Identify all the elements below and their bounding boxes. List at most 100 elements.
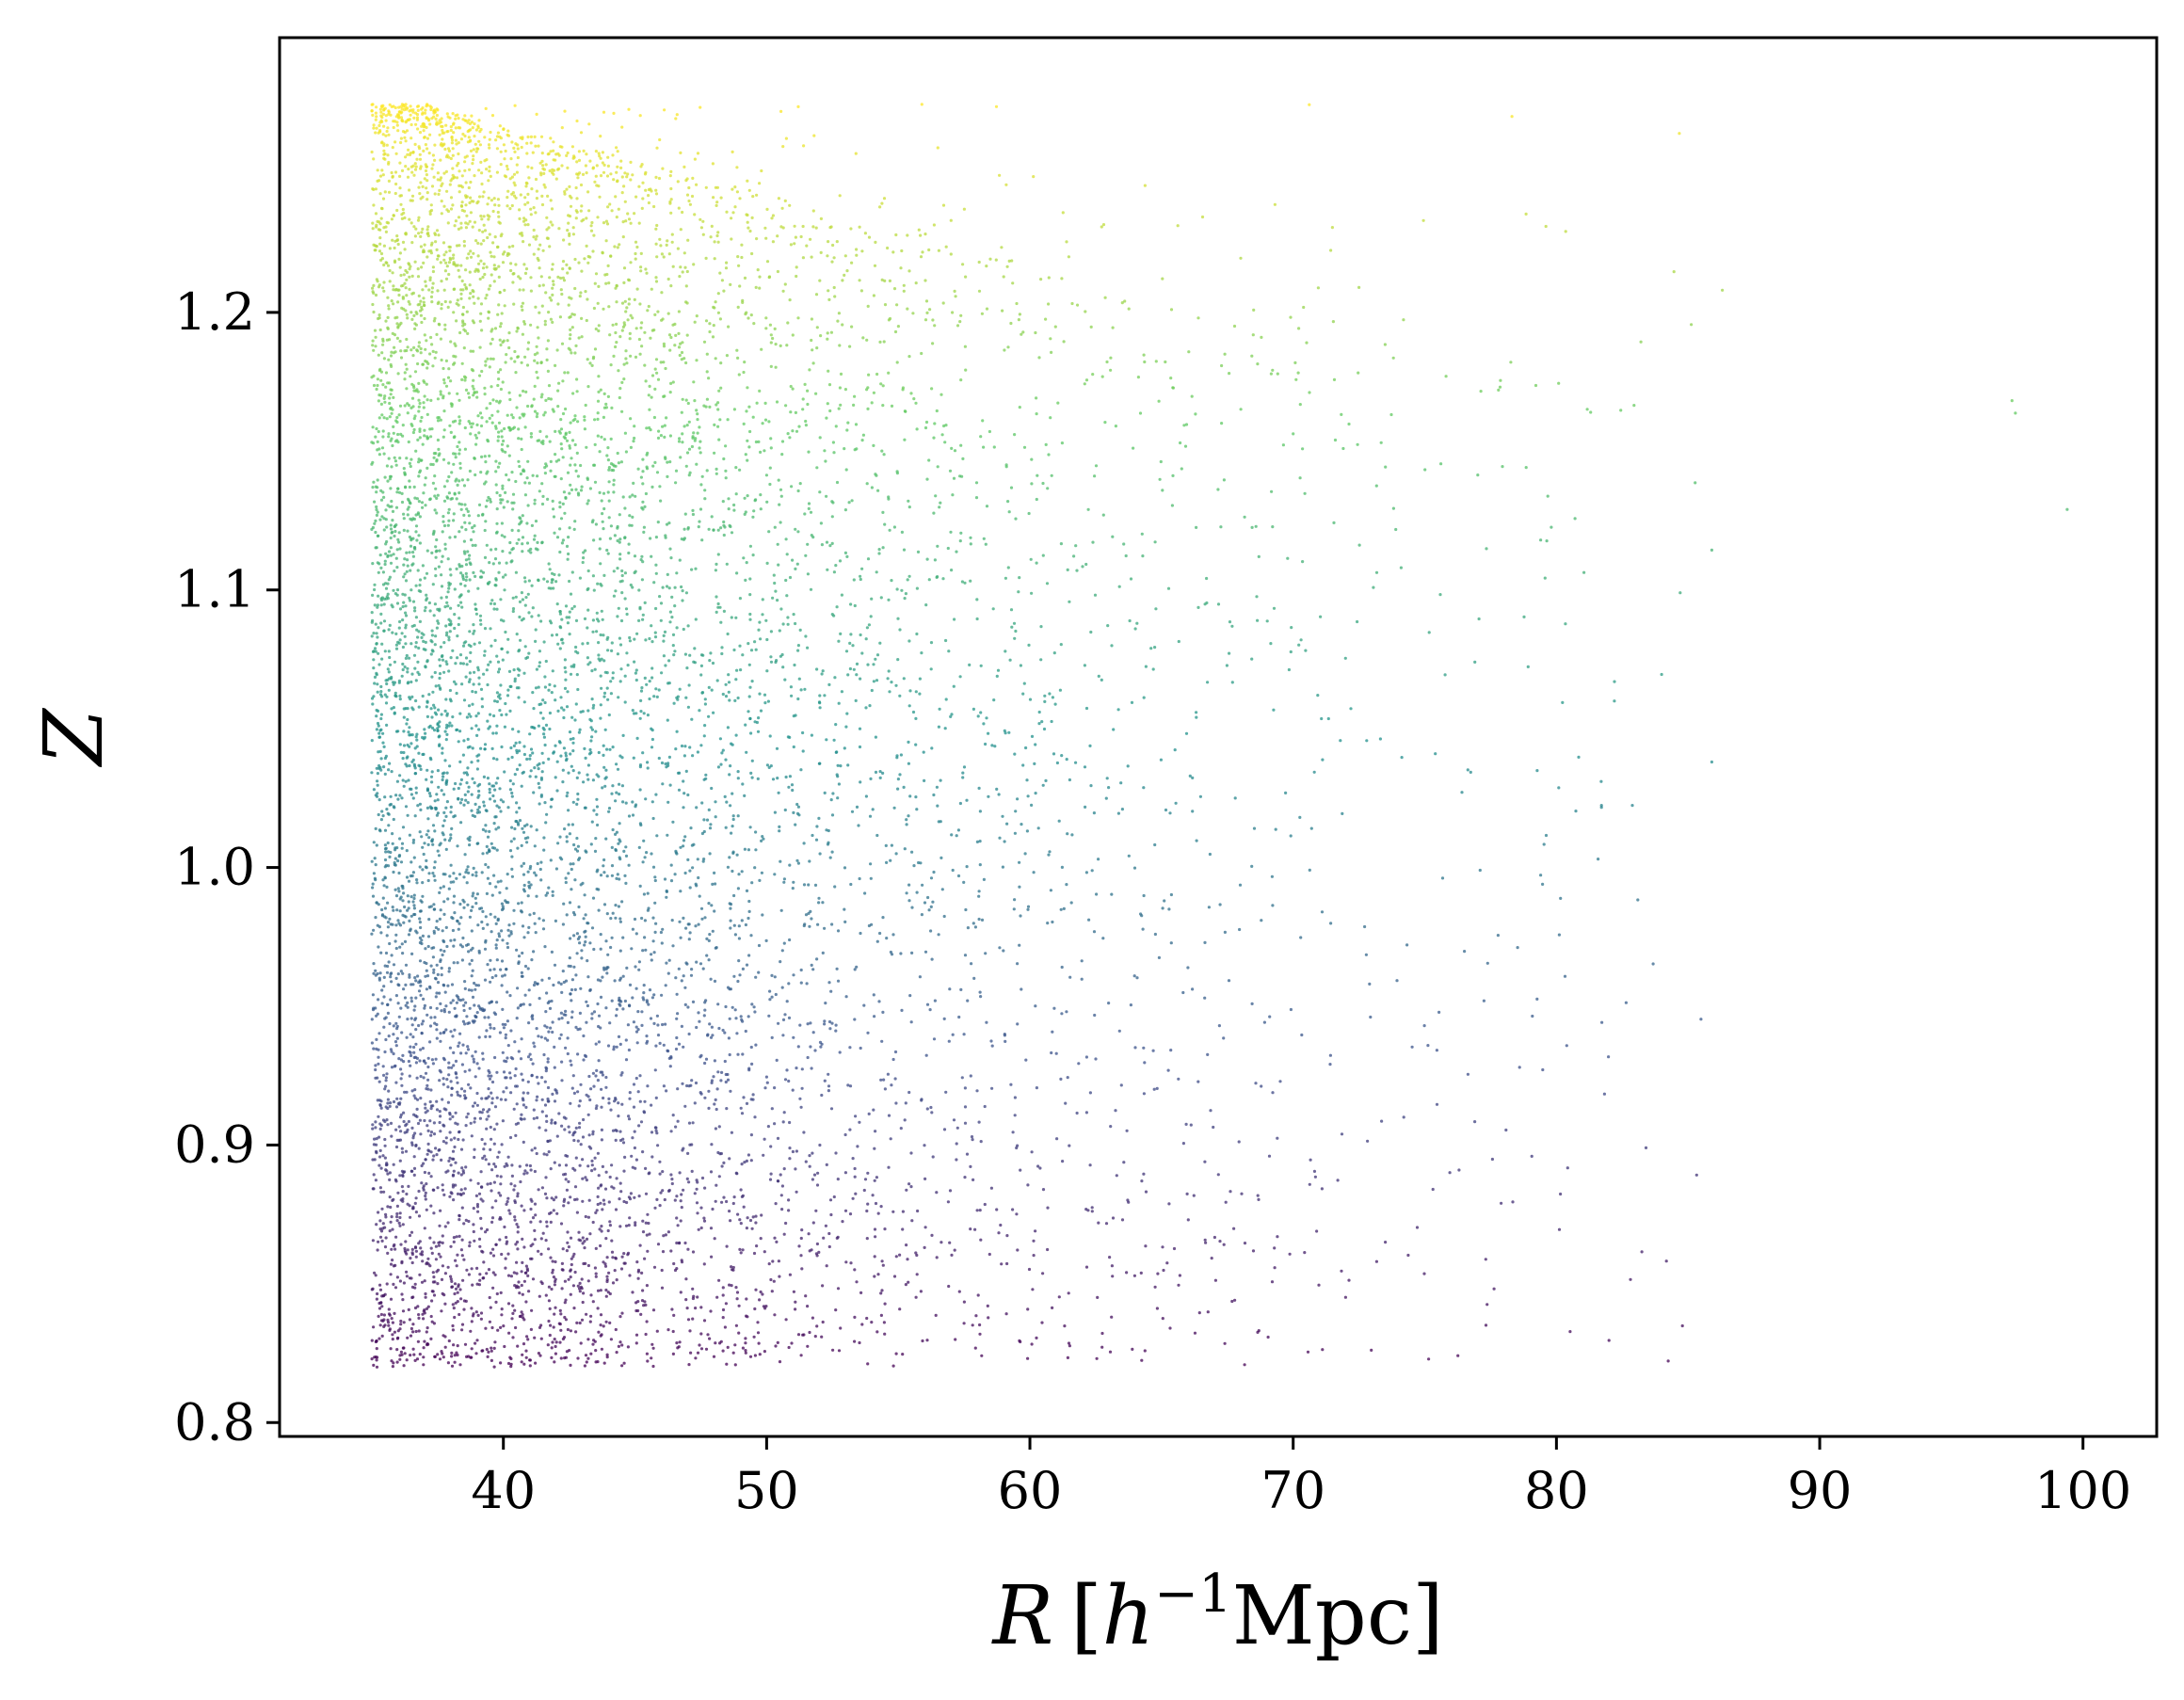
scatter-point [406,894,410,898]
scatter-point [639,823,643,827]
scatter-point [455,876,458,880]
scatter-point [1155,1086,1159,1090]
scatter-point [373,329,377,332]
scatter-point [447,507,451,511]
scatter-point [892,525,897,529]
scatter-point [568,832,572,836]
scatter-point [614,832,618,837]
scatter-point [685,193,690,197]
scatter-point [546,194,550,198]
scatter-point [380,657,384,661]
scatter-point [421,894,425,898]
scatter-point [480,697,484,701]
scatter-point [464,1096,468,1099]
scatter-point [990,1086,994,1090]
scatter-point [981,419,985,423]
scatter-point [413,1358,417,1362]
scatter-point [723,1031,727,1034]
scatter-point [563,1315,567,1320]
scatter-point [447,1066,451,1069]
scatter-point [1271,368,1275,372]
scatter-point [1228,1190,1232,1194]
scatter-point [875,1176,879,1179]
scatter-point [450,1355,454,1358]
scatter-point [424,284,428,288]
scatter-point [545,236,550,240]
scatter-point [1484,1323,1488,1327]
scatter-point [737,1331,741,1335]
scatter-point [419,299,423,303]
scatter-point [572,313,576,316]
scatter-point [830,813,835,817]
scatter-point [1518,1066,1521,1069]
scatter-point [1374,570,1379,574]
scatter-point [678,558,682,562]
scatter-point [825,540,829,544]
scatter-point [539,794,544,797]
scatter-point [439,393,442,396]
scatter-point [432,1241,436,1244]
scatter-point [1109,1125,1113,1129]
scatter-point [412,427,416,432]
scatter-point [398,251,402,255]
scatter-point [500,1313,504,1317]
scatter-point [417,646,421,650]
scatter-point [498,338,502,342]
scatter-point [818,1040,823,1044]
scatter-point [672,653,676,657]
scatter-point [802,883,807,887]
scatter-point [402,715,406,719]
scatter-point [819,217,824,220]
scatter-point [1048,850,1052,854]
scatter-point [1195,839,1198,842]
scatter-point [570,297,573,300]
scatter-point [475,395,479,399]
scatter-point [554,1306,557,1309]
scatter-point [586,1113,590,1116]
scatter-point [412,856,416,859]
scatter-point [919,255,923,259]
scatter-point [881,404,885,408]
scatter-point [1065,1010,1068,1014]
scatter-point [512,744,517,748]
scatter-point [640,554,644,558]
scatter-point [478,319,482,323]
scatter-point [806,1055,810,1060]
scatter-point [382,985,386,988]
scatter-point [1440,876,1445,880]
scatter-point [491,209,495,214]
scatter-point [838,1050,842,1054]
scatter-point [987,1316,990,1320]
scatter-point [575,673,579,677]
scatter-point [854,1192,858,1195]
scatter-point [425,571,429,575]
scatter-point [443,323,447,327]
scatter-point [426,842,430,847]
scatter-point [522,1279,527,1283]
scatter-point [423,1339,426,1343]
scatter-point [708,1337,712,1340]
scatter-point [535,1099,538,1102]
scatter-point [581,1300,585,1305]
scatter-point [380,1002,384,1005]
scatter-point [589,719,593,723]
scatter-point [1096,1295,1100,1299]
scatter-point [962,880,966,885]
scatter-point [1086,507,1090,511]
scatter-point [671,1329,675,1334]
scatter-point [423,1118,426,1123]
scatter-point [447,474,451,479]
scatter-point [651,1364,655,1369]
scatter-point [820,1335,824,1339]
scatter-point [444,698,448,701]
scatter-point [1104,796,1108,800]
scatter-point [490,1325,494,1330]
scatter-point [713,871,716,875]
scatter-point [1543,576,1547,580]
scatter-point [416,635,420,639]
scatter-point [544,163,548,167]
scatter-point [528,757,532,761]
scatter-point [440,1009,443,1013]
scatter-point [1582,570,1586,574]
scatter-point [395,1219,399,1223]
